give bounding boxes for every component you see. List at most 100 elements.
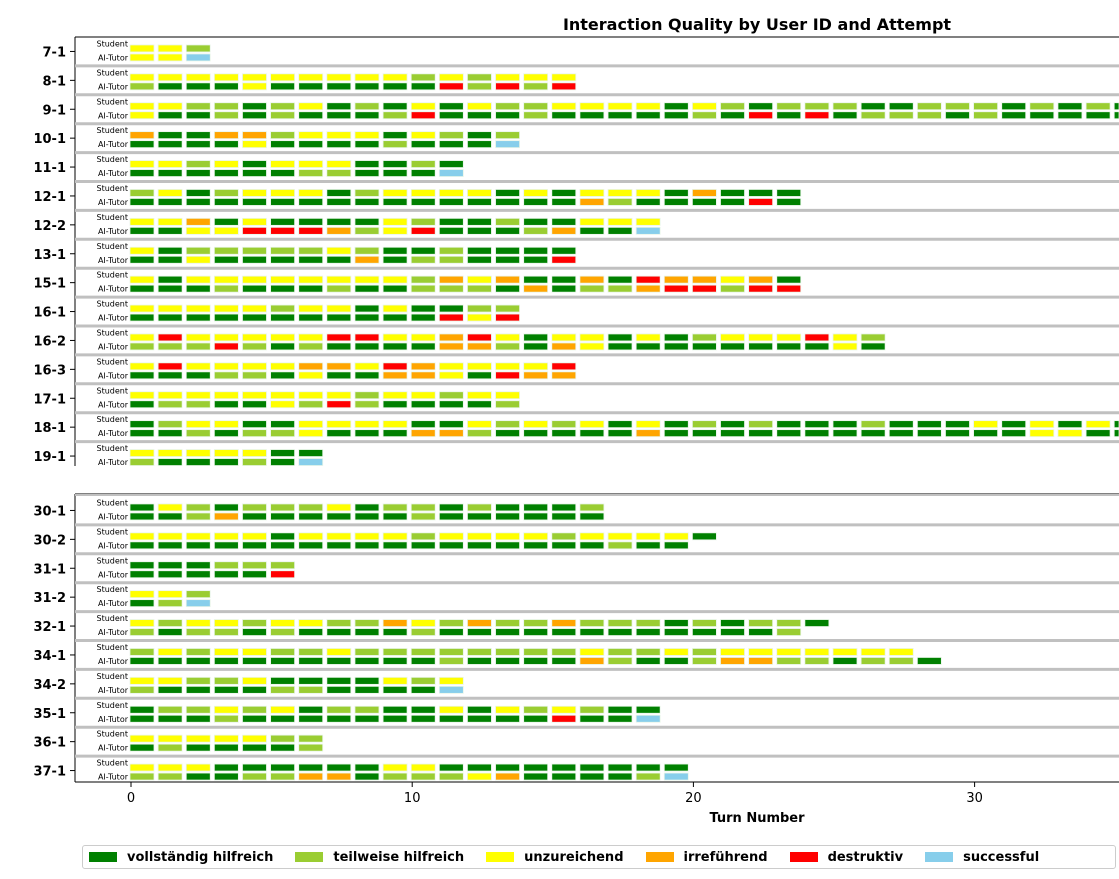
student-cell	[213, 217, 239, 226]
tutor-cell	[298, 458, 324, 466]
student-cell	[129, 420, 155, 429]
tutor-cell	[607, 198, 633, 206]
student-cell	[129, 217, 155, 226]
tutor-cell	[748, 657, 774, 665]
student-cell	[720, 189, 745, 197]
student-cell	[185, 102, 211, 111]
student-cell	[804, 333, 830, 342]
student-cell	[129, 304, 155, 313]
tutor-cell	[438, 255, 464, 264]
tutor-cell	[720, 429, 745, 438]
student-cell	[213, 333, 239, 342]
tutor-cell	[242, 198, 267, 206]
student-cell	[523, 102, 549, 111]
tutor-cell	[467, 400, 492, 409]
student-cell	[157, 532, 183, 541]
student-cell	[720, 275, 745, 284]
tutor-cell	[495, 657, 520, 665]
row-label-tutor: AI-Tutor	[98, 285, 129, 294]
tutor-cell	[270, 400, 296, 409]
student-cell	[185, 44, 211, 53]
student-cell	[495, 420, 520, 429]
student-cell	[438, 705, 464, 714]
student-cell	[185, 648, 211, 656]
student-cell	[270, 503, 296, 512]
student-cell	[748, 102, 774, 111]
session-12-2: 12-2 Student AI-Tutor	[33, 213, 1119, 241]
tutor-cell	[523, 371, 549, 380]
tutor-cell	[382, 512, 408, 521]
student-cell	[213, 304, 239, 313]
tutor-cell	[270, 198, 296, 206]
tutor-cell	[467, 371, 492, 380]
student-cell	[495, 73, 520, 82]
tutor-cell	[213, 685, 239, 694]
session-18-1: 18-1 Student AI-Tutor	[33, 415, 1119, 444]
student-cell	[495, 362, 520, 371]
tutor-cell	[748, 628, 774, 636]
student-cell	[1113, 420, 1119, 429]
tutor-cell	[523, 657, 549, 665]
tutor-cell	[185, 743, 211, 752]
student-cell	[185, 734, 211, 743]
tutor-cell	[185, 255, 211, 264]
tutor-cell	[129, 685, 155, 694]
tutor-cell	[410, 313, 436, 322]
tutor-cell	[523, 198, 549, 206]
tutor-cell	[326, 628, 352, 636]
tutor-cell	[410, 400, 436, 409]
student-cell	[804, 420, 830, 429]
interaction-quality-chart: Interaction Quality by User ID and Attem…	[33, 15, 1119, 826]
tutor-cell	[635, 226, 661, 235]
tutor-cell	[213, 570, 239, 579]
tutor-cell	[438, 82, 464, 91]
row-label-tutor: AI-Tutor	[98, 657, 129, 666]
session-35-1: 35-1 Student AI-Tutor	[33, 701, 1119, 729]
tutor-cell	[326, 400, 352, 409]
tutor-cell	[579, 772, 605, 781]
tutor-cell	[129, 541, 155, 550]
tutor-cell	[776, 628, 802, 636]
tutor-cell	[635, 714, 661, 723]
session-label: 30-2	[33, 533, 66, 548]
tutor-cell	[467, 512, 492, 521]
tutor-cell	[438, 429, 464, 438]
student-cell	[157, 590, 183, 599]
student-cell	[326, 676, 352, 685]
tutor-cell	[1057, 429, 1083, 438]
legend-label: unzureichend	[524, 849, 624, 865]
legend-label: successful	[963, 849, 1040, 865]
x-tick-label: 20	[685, 791, 702, 806]
tutor-cell	[213, 226, 239, 235]
tutor-cell	[551, 342, 577, 351]
tutor-cell	[354, 371, 380, 380]
tutor-cell	[382, 342, 408, 351]
tutor-cell	[354, 657, 380, 665]
student-cell	[438, 676, 464, 685]
student-cell	[804, 102, 830, 111]
student-cell	[270, 532, 296, 541]
student-cell	[298, 160, 324, 168]
student-cell	[185, 217, 211, 226]
tutor-cell	[832, 342, 858, 351]
tutor-cell	[410, 429, 436, 438]
student-cell	[270, 705, 296, 714]
student-cell	[185, 246, 211, 255]
student-cell	[354, 676, 380, 685]
student-cell	[213, 532, 239, 541]
tutor-cell	[832, 429, 858, 438]
tutor-cell	[270, 313, 296, 322]
tutor-cell	[438, 512, 464, 521]
student-cell	[157, 160, 183, 168]
student-cell	[354, 532, 380, 541]
student-cell	[185, 420, 211, 429]
student-cell	[607, 217, 633, 226]
student-cell	[185, 189, 211, 197]
student-cell	[860, 333, 886, 342]
tutor-cell	[326, 512, 352, 521]
student-cell	[382, 676, 408, 685]
student-cell	[326, 73, 352, 82]
tutor-cell	[298, 628, 324, 636]
tutor-cell	[326, 657, 352, 665]
tutor-cell	[607, 657, 633, 665]
